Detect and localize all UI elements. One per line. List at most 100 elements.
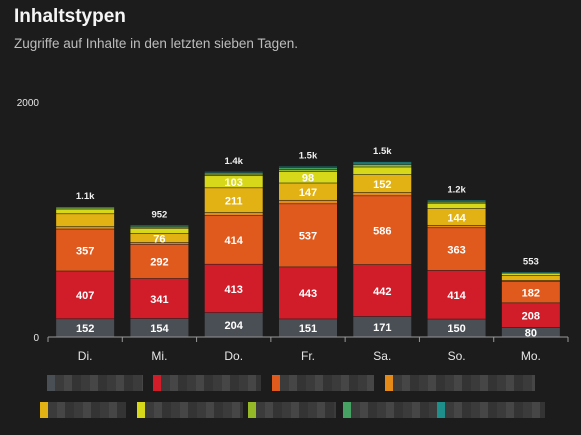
legend-label-redacted — [393, 375, 535, 391]
bar-segment — [279, 267, 337, 319]
bar-value-label: 407 — [76, 290, 94, 302]
bar-segment — [353, 192, 412, 196]
legend-item[interactable] — [385, 375, 535, 391]
bar-segment — [501, 273, 560, 276]
bar-segment — [130, 318, 189, 337]
bar-segment — [130, 225, 189, 226]
legend-item[interactable] — [40, 402, 126, 418]
bar-segment — [427, 228, 486, 271]
legend-label-redacted — [48, 402, 126, 418]
legend-swatch — [272, 375, 280, 391]
bar-total-label: 952 — [151, 209, 167, 220]
legend-label-redacted — [280, 375, 374, 391]
bar-segment — [353, 174, 412, 193]
bar-segment — [56, 229, 115, 271]
x-tick-label: Mo. — [521, 349, 541, 363]
bar-segment — [279, 200, 337, 204]
bar-segment — [279, 183, 337, 200]
bar-segment — [56, 208, 115, 209]
legend-item[interactable] — [47, 375, 143, 391]
x-tick-label: Mi. — [151, 349, 167, 363]
bar-segment — [56, 227, 115, 229]
bar-segment — [204, 174, 263, 176]
bar-value-label: 363 — [447, 244, 465, 256]
bar-segment — [427, 201, 486, 202]
bar-total-label: 1.5k — [373, 146, 392, 157]
x-tick-label: Sa. — [373, 349, 391, 363]
bar-segment — [56, 319, 115, 337]
bar-segment — [56, 271, 115, 319]
y-tick-label: 0 — [33, 333, 39, 344]
bar-segment — [427, 225, 486, 228]
bar-segment — [130, 244, 189, 279]
bar-value-label: 171 — [373, 322, 391, 334]
bar-segment — [501, 327, 560, 337]
legend-item[interactable] — [248, 402, 336, 418]
legend-swatch — [153, 375, 161, 391]
legend-label-redacted — [445, 402, 545, 418]
bar-segment — [427, 319, 486, 337]
bar-segment — [130, 228, 189, 234]
bar-value-label: 204 — [225, 320, 244, 332]
x-tick-label: So. — [448, 349, 466, 363]
bar-segment — [353, 264, 412, 317]
bar-segment — [279, 169, 337, 172]
legend-label-redacted — [145, 402, 243, 418]
bar-segment — [501, 275, 560, 280]
bar-segment — [204, 313, 263, 337]
bar-segment — [56, 209, 115, 214]
legend-swatch — [248, 402, 256, 418]
bar-segment — [204, 212, 263, 216]
bar-segment — [204, 171, 263, 173]
bar-segment — [204, 176, 263, 188]
legend-swatch — [47, 375, 55, 391]
bar-segment — [279, 168, 337, 170]
bar-value-label: 98 — [302, 173, 314, 185]
legend-swatch — [343, 402, 351, 418]
bar-value-label: 208 — [522, 310, 540, 322]
bar-total-label: 1.4k — [224, 156, 243, 167]
bar-value-label: 154 — [150, 323, 169, 335]
bar-value-label: 341 — [150, 294, 168, 306]
bar-segment — [427, 208, 486, 226]
bar-segment — [427, 203, 486, 209]
bar-value-label: 586 — [373, 226, 391, 238]
bar-segment — [427, 270, 486, 319]
legend-item[interactable] — [272, 375, 374, 391]
card-title: Inhaltstypen — [14, 6, 126, 27]
x-tick-label: Di. — [78, 349, 93, 363]
legend-label-redacted — [256, 402, 336, 418]
bar-segment — [130, 227, 189, 228]
legend-item[interactable] — [437, 402, 545, 418]
bar-total-label: 1.5k — [299, 151, 318, 162]
bar-segment — [353, 316, 412, 337]
bar-value-label: 414 — [225, 235, 244, 247]
x-tick-label: Do. — [224, 349, 243, 363]
bar-value-label: 443 — [299, 288, 317, 300]
bar-value-label: 152 — [373, 179, 391, 191]
x-tick-label: Fr. — [301, 349, 315, 363]
bar-segment — [204, 188, 263, 213]
bar-segment — [427, 202, 486, 203]
bar-segment — [501, 273, 560, 274]
bar-segment — [204, 264, 263, 313]
legend-item[interactable] — [153, 375, 261, 391]
legend-swatch — [385, 375, 393, 391]
legend-swatch — [40, 402, 48, 418]
legend-swatch — [437, 402, 445, 418]
bar-value-label: 292 — [150, 257, 168, 269]
bar-segment — [501, 272, 560, 273]
bar-value-label: 150 — [447, 323, 465, 335]
bar-segment — [353, 161, 412, 163]
legend-swatch — [137, 402, 145, 418]
bar-segment — [353, 196, 412, 265]
legend-item[interactable] — [343, 402, 451, 418]
bar-segment — [501, 303, 560, 327]
bar-segment — [353, 167, 412, 175]
bar-value-label: 80 — [525, 327, 537, 339]
bar-segment — [56, 207, 115, 209]
bar-segment — [56, 214, 115, 227]
legend-item[interactable] — [137, 402, 243, 418]
